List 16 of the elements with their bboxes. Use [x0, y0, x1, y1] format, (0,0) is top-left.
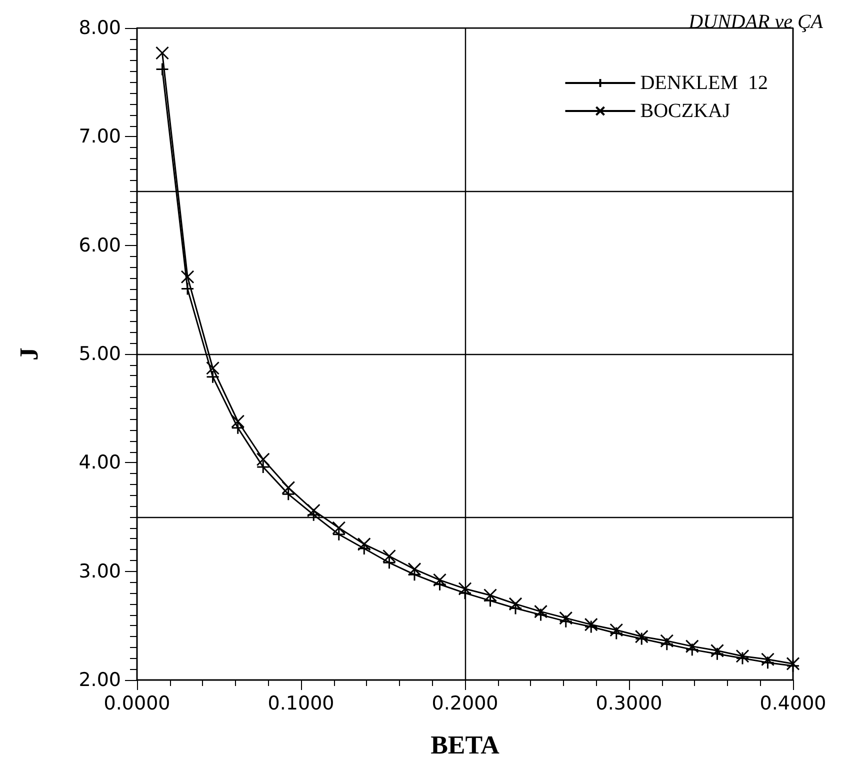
x-tick-label: 0.3000	[596, 692, 662, 714]
y-tick-label: 4.00	[78, 452, 121, 474]
legend-label: BOCZKAJ	[640, 100, 730, 122]
x-tick-label: 0.0000	[104, 692, 170, 714]
y-tick-label: 8.00	[78, 17, 121, 39]
y-tick-label: 7.00	[78, 126, 121, 148]
x-tick-label: 0.2000	[432, 692, 498, 714]
y-axis-title: J	[14, 348, 44, 360]
y-tick-label: 3.00	[78, 560, 121, 582]
x-tick-label: 0.1000	[268, 692, 334, 714]
y-tick-label: 2.00	[78, 669, 121, 691]
x-axis-title: BETA	[430, 730, 500, 760]
x-tick-label: 0.4000	[760, 692, 826, 714]
legend-label: DENKLEM 12	[640, 72, 768, 94]
y-tick-label: 6.00	[78, 234, 121, 256]
y-tick-label: 5.00	[78, 343, 121, 365]
